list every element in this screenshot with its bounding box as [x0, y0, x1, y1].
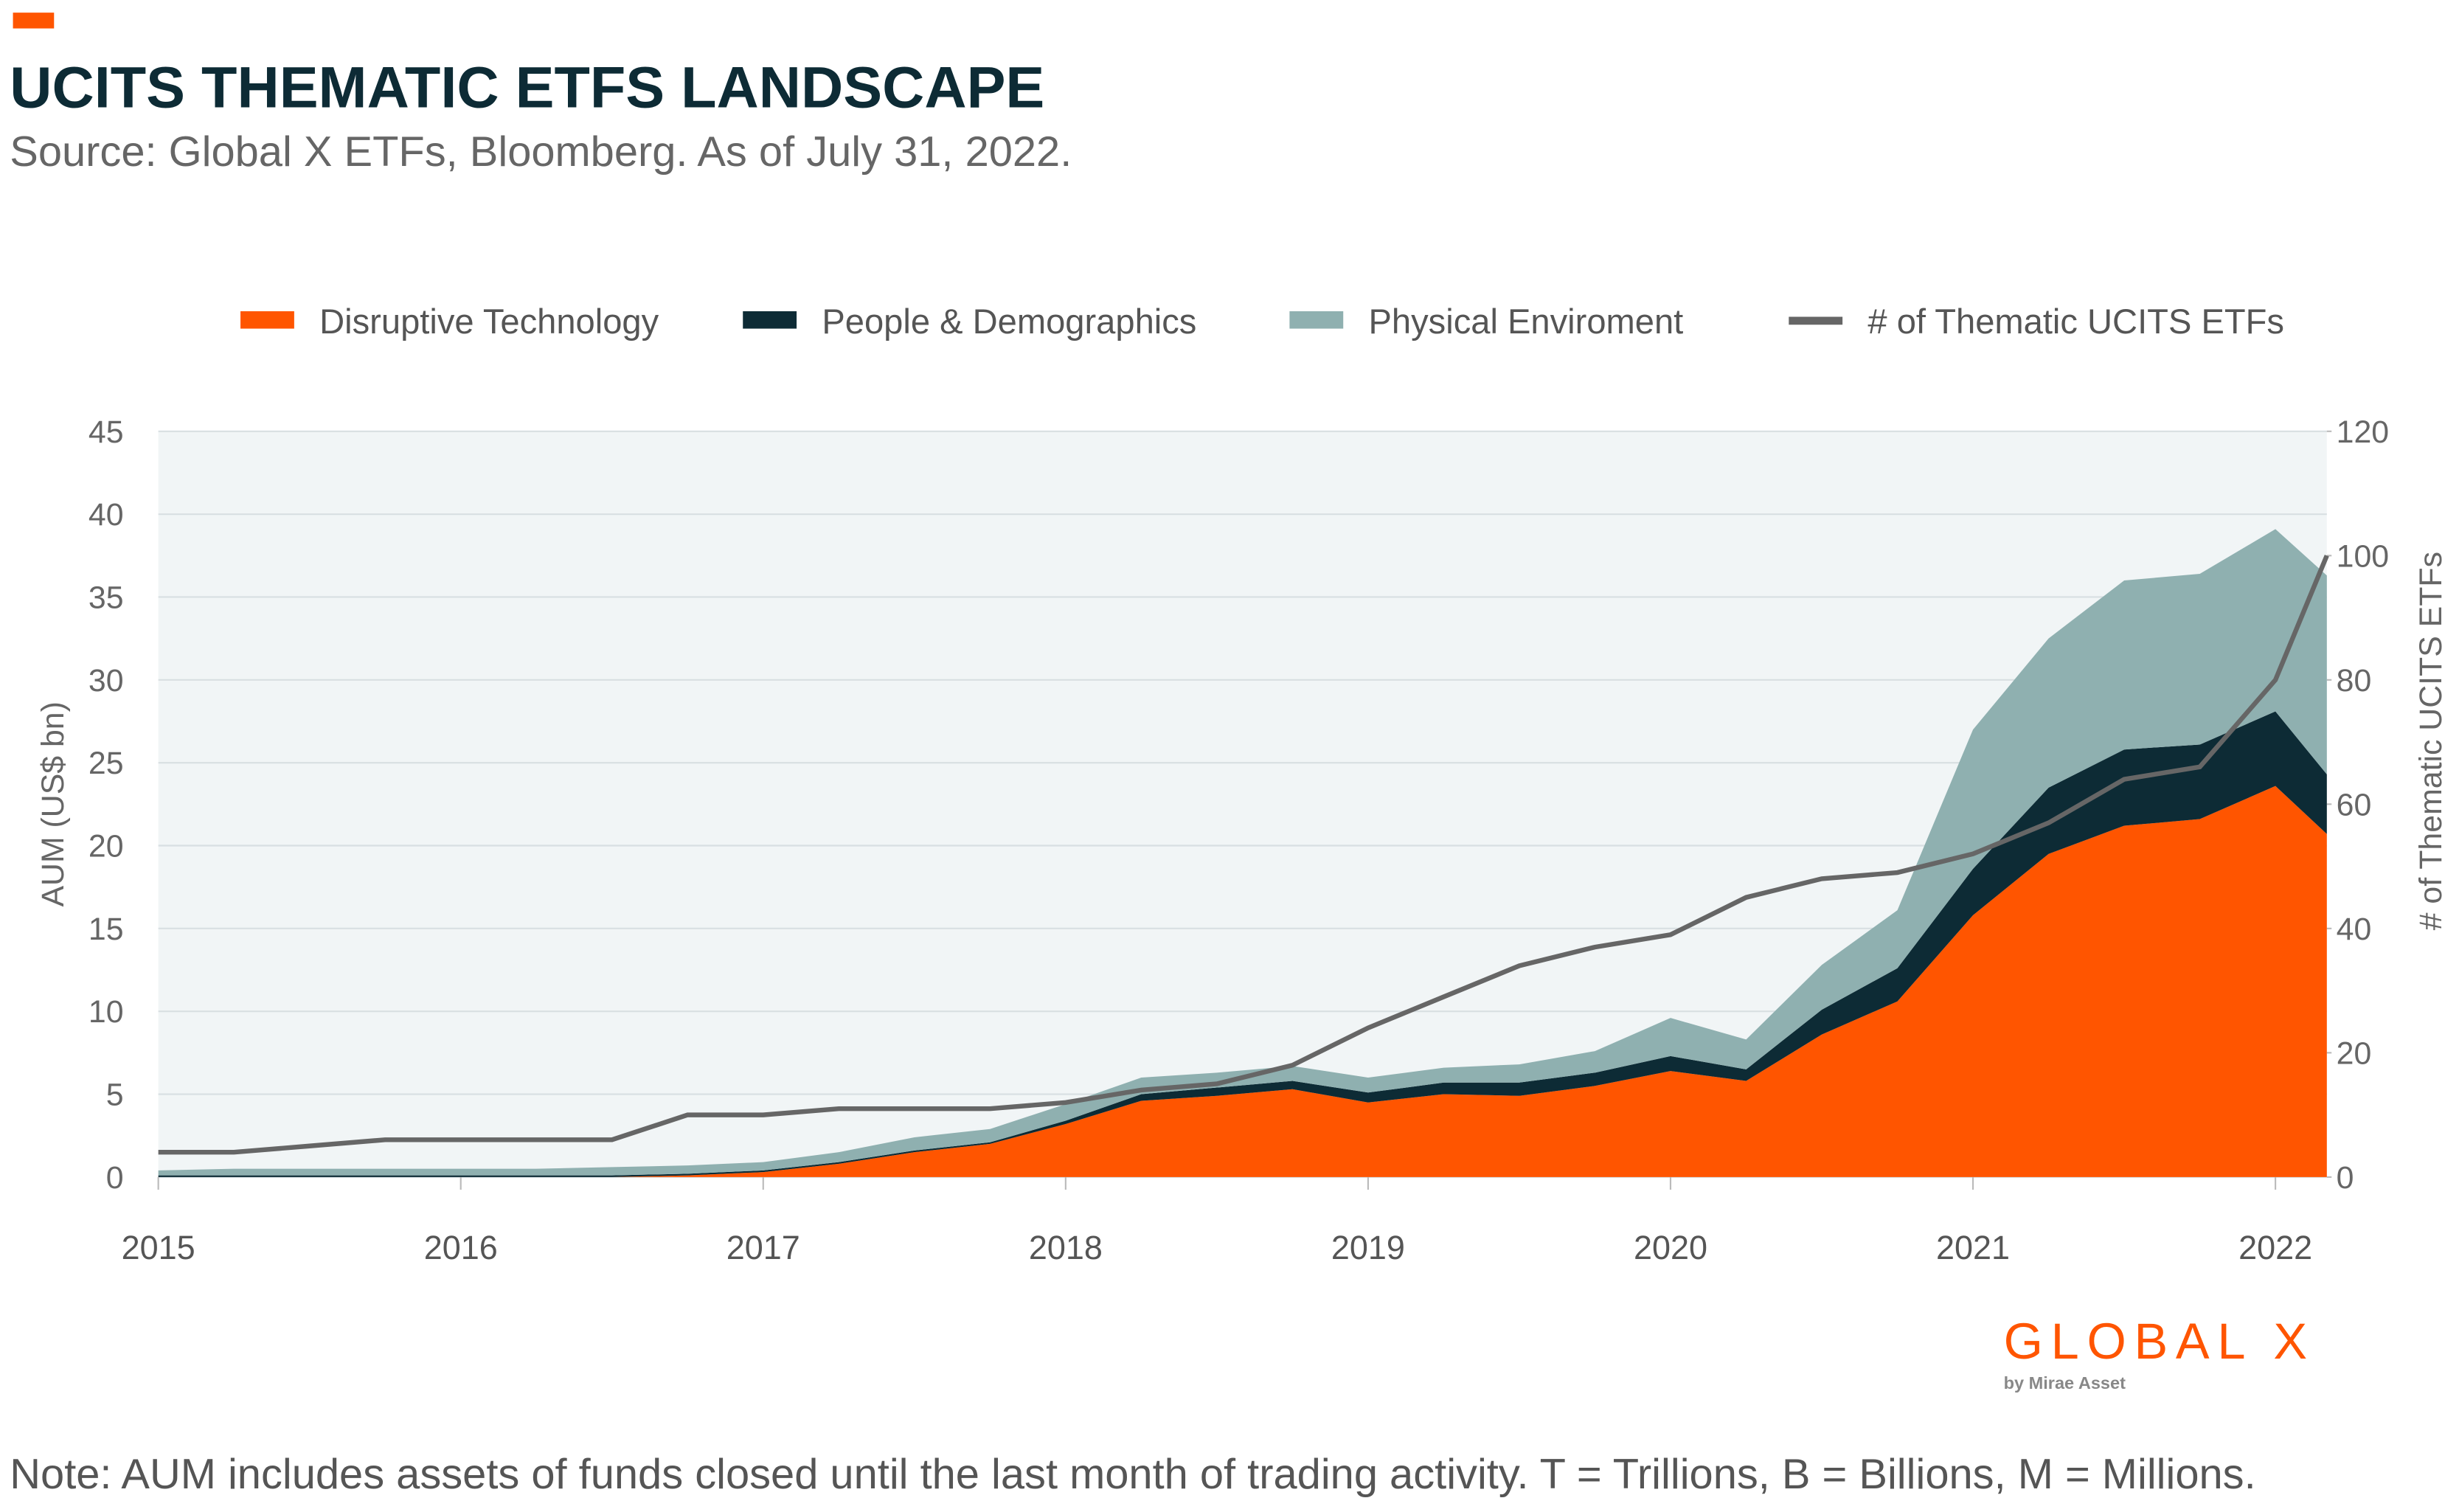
y2-tick-label: 0 [2337, 1160, 2354, 1196]
x-tick-label: 2018 [1029, 1229, 1103, 1266]
chart-title: UCITS THEMATIC ETFS LANDSCAPE [10, 55, 1044, 120]
x-tick-label: 2019 [1331, 1229, 1405, 1266]
x-tick-label: 2021 [1936, 1229, 2010, 1266]
legend-swatch [240, 311, 294, 329]
y-tick-label: 35 [89, 580, 124, 615]
y2-tick-label: 80 [2337, 663, 2372, 698]
y-tick-label: 10 [89, 994, 124, 1030]
legend-swatch [743, 311, 797, 329]
y2-axis-label: # of Thematic UCITS ETFs [2413, 552, 2449, 930]
logo-sub: by Mirae Asset [2004, 1373, 2126, 1393]
logo: GLOBAL X [2004, 1313, 2315, 1370]
area [158, 786, 2327, 1177]
x-tick-label: 2022 [2238, 1229, 2312, 1266]
x-tick-label: 2015 [122, 1229, 195, 1266]
area [158, 711, 2327, 1177]
line [158, 555, 2329, 1155]
y-tick-label: 45 [89, 415, 124, 450]
y-tick-label: 5 [106, 1078, 124, 1113]
note: Note: AUM includes assets of funds close… [10, 1451, 2255, 1498]
y-tick-label: 25 [89, 746, 124, 781]
y-tick-label: 20 [89, 829, 124, 864]
y-axis-label: AUM (US$ bn) [35, 701, 71, 906]
legend-swatch [1289, 311, 1344, 329]
y2-tick-label: 20 [2337, 1036, 2372, 1071]
y-tick-label: 30 [89, 663, 124, 698]
legend-label: # of Thematic UCITS ETFs [1867, 302, 2284, 341]
legend-label: People & Demographics [822, 302, 1196, 341]
x-tick-label: 2020 [1634, 1229, 1707, 1266]
y2-tick-label: 40 [2337, 912, 2372, 947]
x-tick-label: 2017 [726, 1229, 800, 1266]
y-tick-label: 40 [89, 497, 124, 533]
y2-tick-label: 100 [2337, 538, 2389, 574]
x-tick-label: 2016 [424, 1229, 498, 1266]
y2-tick-label: 120 [2337, 415, 2389, 450]
y-tick-label: 15 [89, 912, 124, 947]
legend-label: Physical Enviroment [1369, 302, 1684, 341]
brand-bar [13, 13, 55, 29]
legend-label: Disruptive Technology [319, 302, 659, 341]
area [158, 529, 2327, 1176]
chart-subtitle: Source: Global X ETFs, Bloomberg. As of … [10, 128, 1072, 176]
y-tick-label: 0 [106, 1160, 124, 1196]
y2-tick-label: 60 [2337, 787, 2372, 822]
